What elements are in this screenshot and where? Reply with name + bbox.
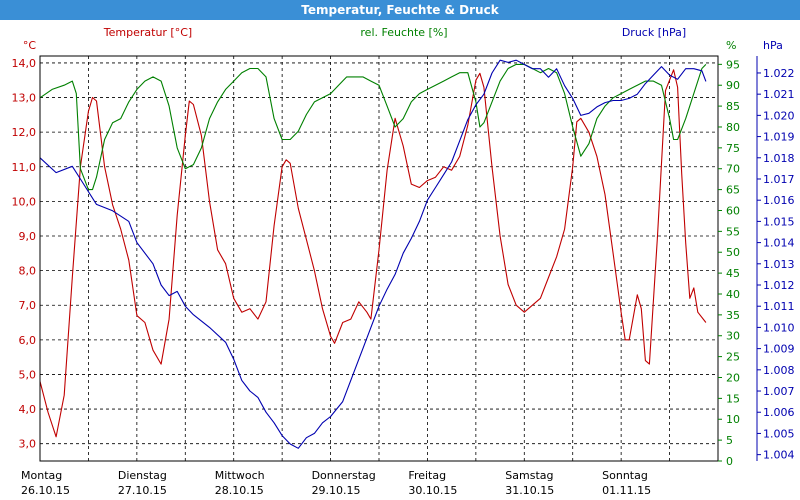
humidity-axis: 0 5 10 15 20 25 30 35 40 45 50 55 60 65 70 75 80 85 90 95 [718, 58, 740, 468]
temperature-tick-label: 6,0 [19, 334, 37, 347]
day-label: Freitag [408, 469, 446, 482]
date-label: 27.10.15 [118, 484, 167, 497]
humidity-tick-label: 55 [726, 225, 740, 238]
humidity-tick-label: 70 [726, 163, 740, 176]
pressure-tick-label: 1.006 [763, 406, 795, 419]
day-label: Dienstag [118, 469, 167, 482]
temperature-tick-label: 5,0 [19, 368, 37, 381]
temperature-tick-label: 4,0 [19, 403, 37, 416]
humidity-tick-label: 15 [726, 392, 740, 405]
pressure-tick-label: 1.010 [763, 321, 795, 334]
humidity-line [39, 63, 707, 191]
pressure-axis: 1.004 1.005 1.006 1.007 1.008 1.009 1.010 1.011… [756, 56, 795, 462]
pressure-tick-label: 1.022 [763, 67, 795, 80]
humidity-tick-label: 85 [726, 100, 740, 113]
temperature-tick-label: 13,0 [12, 92, 37, 105]
pressure-tick-label: 1.004 [763, 449, 795, 462]
grid [40, 56, 718, 461]
pressure-unit: hPa [763, 39, 783, 52]
time-axis: Montag 26.10.15 Dienstag 27.10.15 Mittwoch 28… [21, 469, 651, 497]
plot-frame [39, 55, 719, 462]
humidity-tick-label: 5 [726, 434, 733, 447]
humidity-tick-label: 30 [726, 330, 740, 343]
pressure-tick-label: 1.007 [763, 385, 795, 398]
pressure-tick-label: 1.005 [763, 427, 795, 440]
humidity-tick-label: 10 [726, 413, 740, 426]
pressure-tick-label: 1.009 [763, 343, 795, 356]
humidity-tick-label: 45 [726, 267, 740, 280]
pressure-tick-label: 1.019 [763, 131, 795, 144]
humidity-tick-label: 0 [726, 455, 733, 468]
date-label: 28.10.15 [215, 484, 264, 497]
humidity-tick-label: 95 [726, 58, 740, 71]
date-label: 31.10.15 [505, 484, 554, 497]
pressure-tick-label: 1.016 [763, 194, 795, 207]
temperature-tick-label: 12,0 [12, 126, 37, 139]
temperature-tick-label: 7,0 [19, 299, 37, 312]
temperature-tick-label: 10,0 [12, 195, 37, 208]
chart-area: 3,0 4,0 5,0 6,0 7,0 8,0 9,0 10,0 11,0 12,0 13,0 14,… [12, 26, 795, 497]
pressure-tick-label: 1.020 [763, 109, 795, 122]
humidity-tick-label: 90 [726, 79, 740, 92]
pressure-tick-label: 1.018 [763, 152, 795, 165]
pressure-tick-label: 1.012 [763, 279, 795, 292]
day-label: Sonntag [602, 469, 648, 482]
temperature-line [39, 69, 707, 438]
temperature-tick-label: 9,0 [19, 230, 37, 243]
day-label: Montag [21, 469, 62, 482]
pressure-tick-label: 1.008 [763, 364, 795, 377]
date-label: 29.10.15 [312, 484, 361, 497]
day-label: Samstag [505, 469, 553, 482]
temperature-unit: °C [23, 39, 37, 52]
humidity-tick-label: 50 [726, 246, 740, 259]
date-label: 26.10.15 [21, 484, 70, 497]
series-layer [39, 59, 707, 449]
humidity-tick-label: 40 [726, 288, 740, 301]
humidity-tick-label: 80 [726, 121, 740, 134]
pressure-line [39, 59, 707, 449]
chart-title: Temperatur, Feuchte & Druck [0, 0, 800, 20]
pressure-tick-label: 1.015 [763, 215, 795, 228]
humidity-tick-label: 20 [726, 371, 740, 384]
day-label: Mittwoch [215, 469, 265, 482]
temperature-axis: 3,0 4,0 5,0 6,0 7,0 8,0 9,0 10,0 11,0 12,0 13,0 14,… [12, 57, 37, 451]
date-label: 01.11.15 [602, 484, 651, 497]
temperature-axis-title: Temperatur [°C] [103, 26, 192, 39]
humidity-tick-label: 75 [726, 142, 740, 155]
pressure-tick-label: 1.021 [763, 88, 795, 101]
pressure-tick-label: 1.013 [763, 258, 795, 271]
humidity-tick-label: 35 [726, 309, 740, 322]
humidity-axis-title: rel. Feuchte [%] [360, 26, 447, 39]
pressure-tick-label: 1.014 [763, 237, 795, 250]
humidity-tick-label: 25 [726, 351, 740, 364]
pressure-tick-label: 1.017 [763, 173, 795, 186]
date-label: 30.10.15 [408, 484, 457, 497]
temperature-tick-label: 11,0 [12, 161, 37, 174]
pressure-axis-title: Druck [hPa] [622, 26, 686, 39]
day-label: Donnerstag [312, 469, 376, 482]
pressure-tick-label: 1.011 [763, 300, 795, 313]
temperature-tick-label: 14,0 [12, 57, 37, 70]
temperature-tick-label: 3,0 [19, 438, 37, 451]
temperature-tick-label: 8,0 [19, 265, 37, 278]
humidity-tick-label: 65 [726, 184, 740, 197]
humidity-unit: % [726, 39, 736, 52]
humidity-tick-label: 60 [726, 204, 740, 217]
axis-headers: °C Temperatur [°C] rel. Feuchte [%] Druck [… [23, 26, 783, 52]
